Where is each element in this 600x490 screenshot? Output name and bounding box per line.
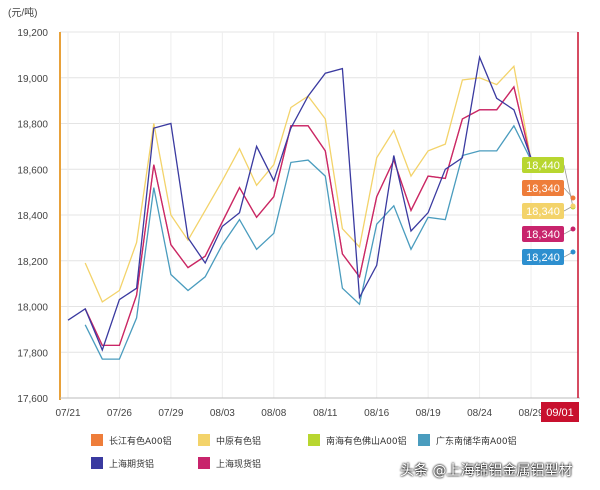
y-tick-label: 18,000 <box>17 303 48 314</box>
y-tick-label: 18,400 <box>17 211 48 222</box>
x-tick-label: 08/11 <box>313 408 338 419</box>
legend-swatch <box>308 434 320 446</box>
y-tick-labels: 17,600 17,800 18,000 18,200 18,400 18,600 18,8… <box>17 28 48 405</box>
legend-label: 中原有色铝 <box>216 435 261 447</box>
cursor-date-badge <box>541 402 579 422</box>
y-tick-label: 17,800 <box>17 348 48 359</box>
end-label-text: 18,340 <box>526 183 560 195</box>
y-tick-label: 19,000 <box>17 74 48 85</box>
end-label-dot <box>570 226 576 232</box>
end-label-badge <box>522 180 564 196</box>
legend-swatch <box>91 434 103 446</box>
legend-swatch <box>198 457 210 469</box>
series-lines <box>67 54 532 360</box>
watermark-text: 头条 @上海锦铝金属铝型材 <box>400 463 573 479</box>
x-tick-label: 07/29 <box>158 408 183 419</box>
series-line <box>84 64 532 303</box>
end-label-text: 18,440 <box>526 160 560 172</box>
end-label-badge <box>522 157 564 173</box>
legend-label: 上海期货铝 <box>109 458 154 470</box>
end-label-badge <box>522 249 564 265</box>
x-tick-labels: 07/21 07/26 07/29 08/03 08/08 08/11 08/16 08/19… <box>55 408 544 419</box>
x-tick-label: 07/26 <box>107 408 132 419</box>
y-tick-label: 18,600 <box>17 165 48 176</box>
end-label-dot <box>570 203 576 209</box>
y-tick-label: 19,200 <box>17 28 48 39</box>
y-tick-label: 18,800 <box>17 120 48 131</box>
end-label-badge <box>522 226 564 242</box>
x-tick-label: 08/19 <box>416 408 441 419</box>
series-line <box>84 85 532 347</box>
legend-label: 长江有色A00铝 <box>109 435 172 447</box>
legend-label: 广东南储华南A00铝 <box>436 435 517 447</box>
series-line <box>67 54 532 352</box>
x-tick-label: 07/21 <box>55 408 80 419</box>
end-label-badge <box>522 203 564 219</box>
y-unit-label: (元/吨) <box>8 6 37 19</box>
end-label-leader <box>563 164 574 208</box>
y-tick-label: 18,200 <box>17 257 48 268</box>
end-label-dot <box>570 249 576 255</box>
y-tick-label: 17,600 <box>17 394 48 405</box>
x-tick-label: 08/03 <box>210 408 235 419</box>
legend-swatch <box>91 457 103 469</box>
date-cursor[interactable]: 09/01 <box>541 402 579 422</box>
legend-swatch <box>418 434 430 446</box>
end-value-labels: 18,440 18,340 18,340 18,340 18,240 <box>522 157 576 265</box>
end-label-text: 18,340 <box>526 206 560 218</box>
axes <box>59 32 580 400</box>
x-tick-label: 08/16 <box>364 408 389 419</box>
x-tick-label: 08/08 <box>261 408 286 419</box>
end-label-text: 18,340 <box>526 229 560 241</box>
legend-label: 南海有色佛山A00铝 <box>326 435 407 447</box>
x-tick-label: 08/29 <box>519 408 544 419</box>
cursor-date-label: 09/01 <box>546 407 574 419</box>
legend-swatch <box>198 434 210 446</box>
legend-label: 上海现货铝 <box>216 458 261 470</box>
series-line <box>84 124 532 360</box>
x-tick-label: 08/24 <box>467 408 492 419</box>
end-label-dot <box>570 195 576 201</box>
grid-lines <box>60 31 578 399</box>
end-label-text: 18,240 <box>526 252 560 264</box>
